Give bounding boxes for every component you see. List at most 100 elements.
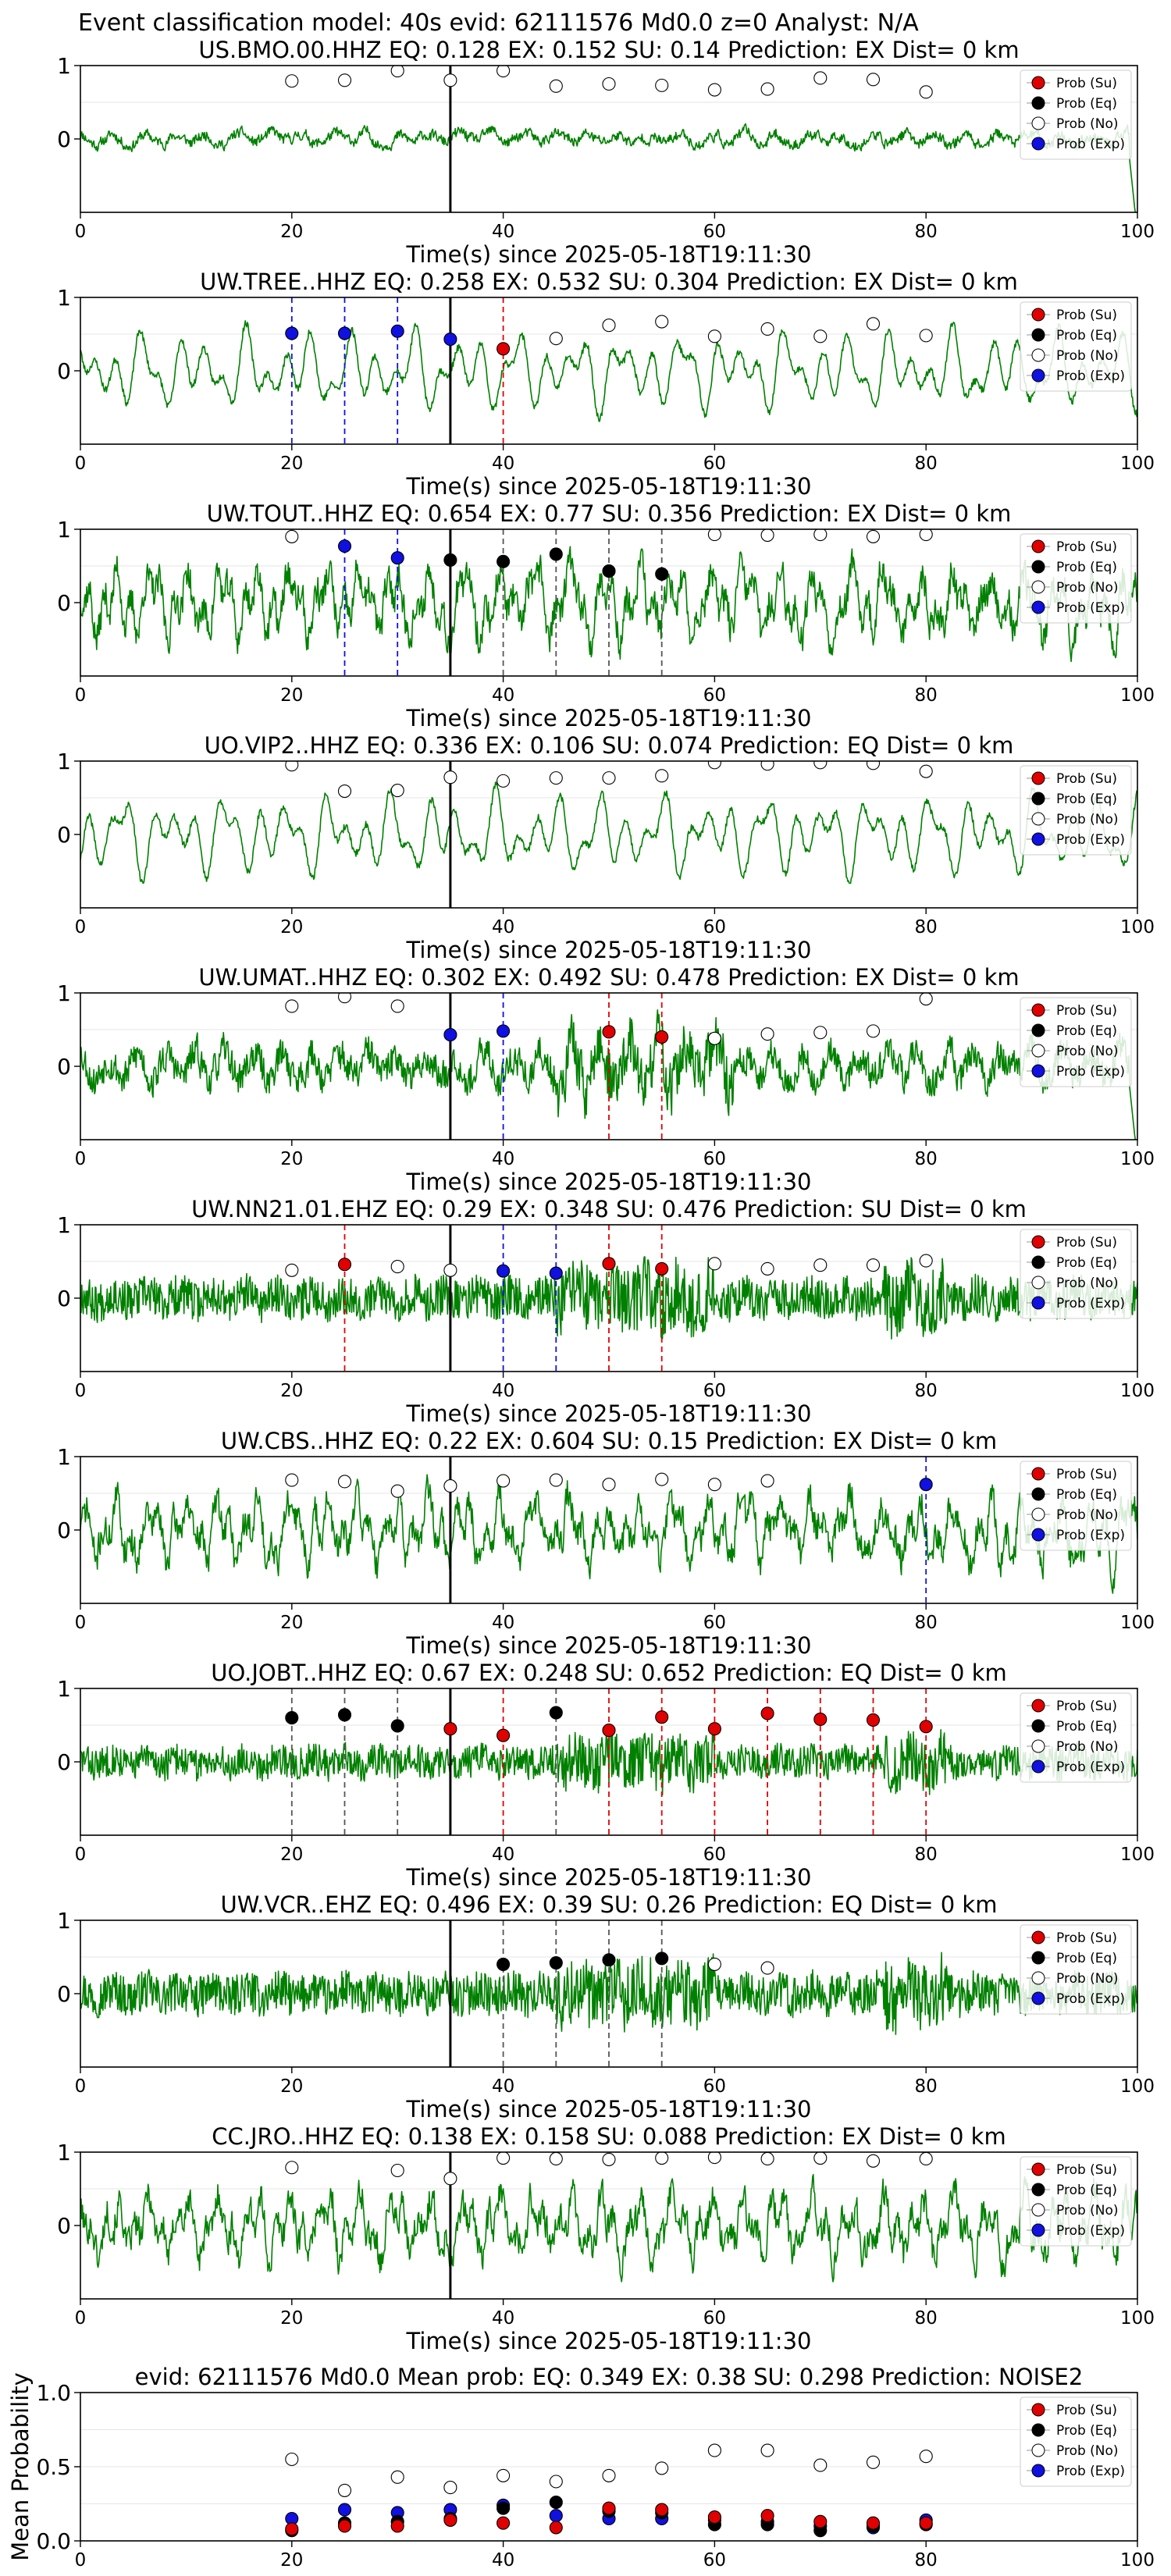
x-tick-label: 40 — [492, 2550, 514, 2571]
legend-marker — [1031, 539, 1045, 553]
prob-point — [602, 1953, 616, 1967]
prob-point — [443, 1479, 457, 1493]
subplot-1: UW.TREE..HHZ EQ: 0.258 EX: 0.532 SU: 0.3… — [57, 269, 1155, 500]
prob-point — [813, 2152, 828, 2165]
prob-point — [813, 71, 828, 85]
mean-prob-point — [760, 2509, 774, 2523]
legend-entry: Prob (Eq) — [1056, 96, 1117, 112]
x-tick-label: 0 — [75, 1845, 87, 1865]
x-tick-label: 20 — [280, 2308, 303, 2329]
x-tick-label: 40 — [492, 1149, 514, 1169]
subplot-title: UO.JOBT..HHZ EQ: 0.67 EX: 0.248 SU: 0.65… — [211, 1660, 1007, 1686]
x-tick-label: 40 — [492, 1845, 514, 1865]
prob-point — [497, 774, 511, 788]
prob-point — [602, 1478, 616, 1492]
subplot-0: US.BMO.00.HHZ EQ: 0.128 EX: 0.152 SU: 0.… — [57, 37, 1155, 268]
x-tick-label: 60 — [703, 685, 726, 706]
legend-entry: Prob (Exp) — [1056, 600, 1125, 616]
legend-marker — [1031, 2203, 1045, 2217]
prob-point — [497, 1264, 511, 1278]
x-tick-label: 0 — [75, 2308, 87, 2329]
mean-prob-point — [707, 2510, 721, 2524]
prob-point — [602, 771, 616, 785]
prob-point — [443, 333, 457, 347]
legend-marker — [1031, 328, 1045, 342]
prob-point — [390, 1484, 404, 1498]
prob-point — [760, 82, 774, 96]
subplot-title: UW.VCR..EHZ EQ: 0.496 EX: 0.39 SU: 0.26 … — [221, 1891, 998, 1918]
prob-point — [813, 1712, 828, 1727]
legend-entry: Prob (Su) — [1056, 2403, 1117, 2418]
prob-point — [866, 2154, 881, 2168]
mean-prob-point — [285, 2522, 299, 2536]
prob-point — [443, 770, 457, 785]
subplot-title: UW.TOUT..HHZ EQ: 0.654 EX: 0.77 SU: 0.35… — [207, 500, 1012, 527]
prob-point — [760, 1474, 774, 1488]
x-tick-label: 40 — [492, 454, 514, 474]
prob-point — [919, 764, 933, 778]
legend-marker — [1031, 2162, 1045, 2176]
x-tick-label: 40 — [492, 1381, 514, 1401]
plot-area — [80, 1457, 1137, 1603]
legend-box — [1020, 533, 1132, 624]
subplot-6: UW.CBS..HHZ EQ: 0.22 EX: 0.604 SU: 0.15 … — [57, 1428, 1155, 1659]
x-axis-label: Time(s) since 2025-05-18T19:11:30 — [406, 2096, 812, 2122]
prob-point — [337, 784, 352, 799]
y-tick-label: 0 — [57, 126, 71, 152]
legend-marker — [1031, 1003, 1045, 1017]
x-tick-label: 60 — [703, 1845, 726, 1865]
subplot-5: UW.NN21.01.EHZ EQ: 0.29 EX: 0.348 SU: 0.… — [57, 1196, 1155, 1427]
x-tick-label: 80 — [915, 2308, 938, 2329]
prob-point — [285, 529, 299, 543]
legend-entry: Prob (No) — [1056, 812, 1119, 827]
mean-prob-point — [549, 2475, 563, 2489]
x-tick-label: 100 — [1120, 1381, 1155, 1401]
mean-prob-point — [443, 2481, 457, 2495]
legend-marker — [1031, 1487, 1045, 1501]
prob-point — [707, 1031, 721, 1045]
prob-point — [549, 771, 563, 785]
legend-marker — [1031, 368, 1045, 382]
y-tick-label: 1 — [57, 285, 71, 311]
prob-point — [919, 1478, 933, 1492]
x-tick-label: 80 — [915, 222, 938, 242]
y-tick-label: 1 — [57, 517, 71, 543]
x-tick-label: 80 — [915, 2550, 938, 2571]
prob-point — [866, 1713, 881, 1727]
mean-prob-point — [866, 2455, 881, 2469]
subplot-title: US.BMO.00.HHZ EQ: 0.128 EX: 0.152 SU: 0.… — [198, 37, 1019, 63]
prob-point — [285, 326, 299, 340]
plot-area — [80, 66, 1137, 212]
legend-marker — [1031, 308, 1045, 322]
legend-box — [1020, 765, 1132, 856]
prob-point — [549, 1473, 563, 1487]
x-tick-label: 0 — [75, 1381, 87, 1401]
legend-marker — [1031, 1759, 1045, 1774]
x-tick-label: 20 — [280, 1381, 303, 1401]
prob-point — [443, 73, 457, 87]
prob-point — [390, 1260, 404, 1274]
legend-entry: Prob (Exp) — [1056, 1528, 1125, 1543]
subplot-title: UW.UMAT..HHZ EQ: 0.302 EX: 0.492 SU: 0.4… — [198, 964, 1019, 991]
legend-marker — [1031, 2423, 1045, 2437]
mean-prob-point — [549, 2496, 563, 2510]
prob-point — [549, 547, 563, 561]
legend-marker — [1031, 1255, 1045, 1269]
prob-point — [285, 1473, 299, 1487]
subplot-9: CC.JRO..HHZ EQ: 0.138 EX: 0.158 SU: 0.08… — [57, 2123, 1155, 2354]
legend-box — [1020, 69, 1132, 160]
x-tick-label: 40 — [492, 1613, 514, 1633]
prob-point — [760, 2152, 774, 2166]
legend-marker — [1031, 580, 1045, 594]
legend-entry: Prob (Exp) — [1056, 1759, 1125, 1775]
plot-area — [80, 1920, 1137, 2067]
x-tick-label: 40 — [492, 685, 514, 706]
legend-box — [1020, 1461, 1132, 1551]
prob-point — [443, 1263, 457, 1277]
prob-point — [549, 1706, 563, 1720]
prob-point — [390, 324, 404, 338]
prob-point — [919, 1720, 933, 1734]
legend-marker — [1031, 116, 1045, 130]
mean-prob-point — [390, 2470, 404, 2484]
